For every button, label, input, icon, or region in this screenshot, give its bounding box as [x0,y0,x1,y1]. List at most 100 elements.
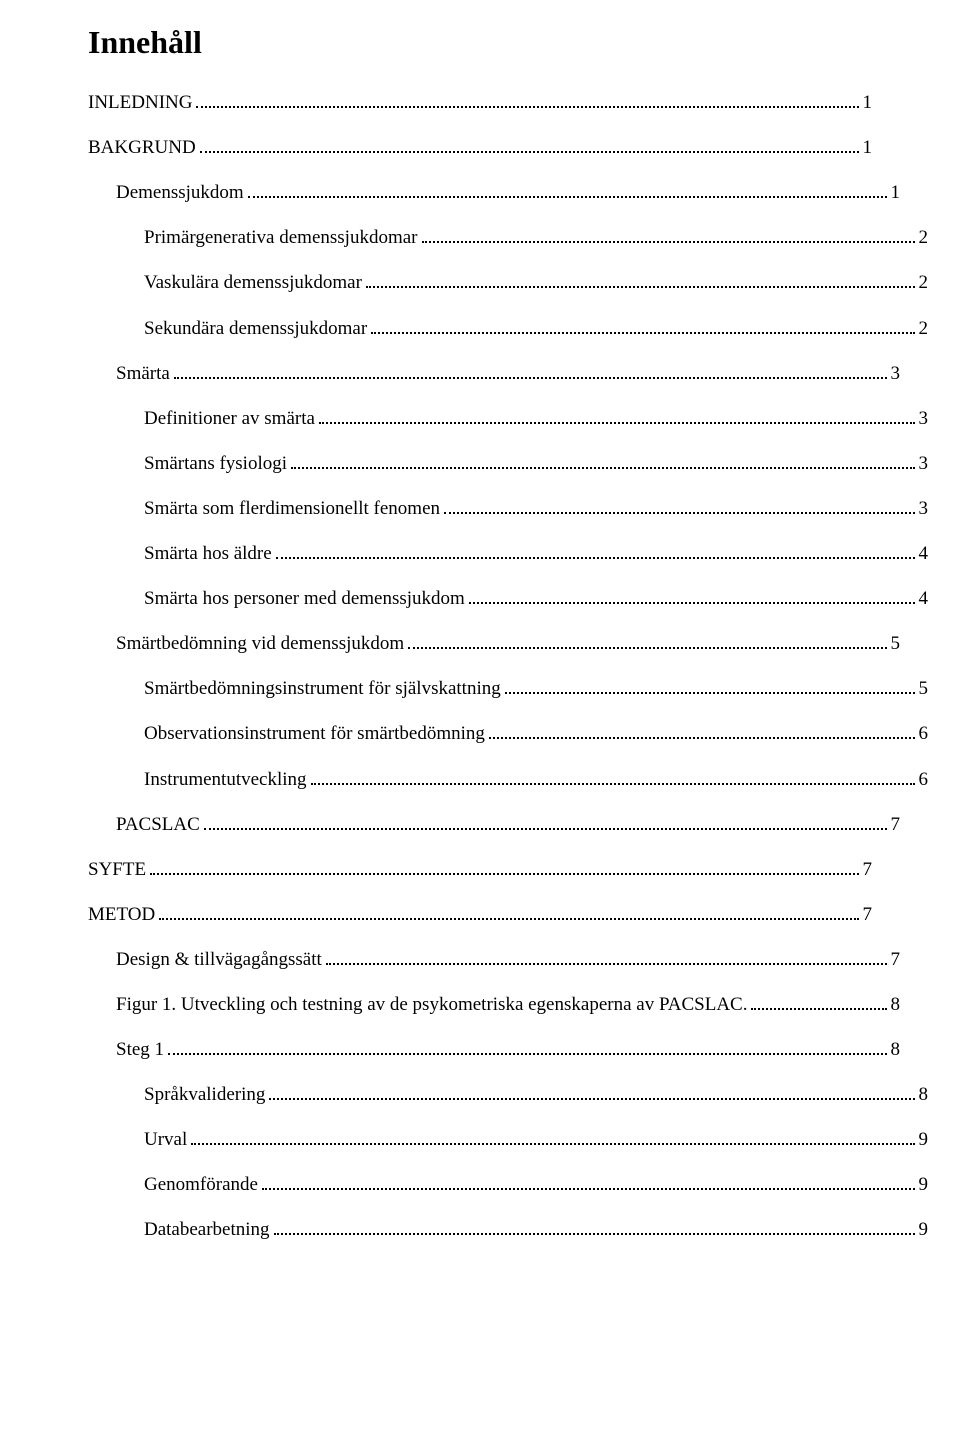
toc-leader-dots [276,540,915,559]
toc-entry-label: PACSLAC [116,814,200,836]
toc-entry-page: 9 [919,1219,929,1241]
toc-entry: Figur 1. Utveckling och testning av de p… [88,991,900,1016]
toc-leader-dots [489,720,915,739]
toc-entry-label: Vaskulära demenssjukdomar [144,272,362,294]
toc-entry-page: 3 [891,363,901,385]
toc-entry: Instrumentutveckling 6 [88,765,928,790]
toc-entry-label: Figur 1. Utveckling och testning av de p… [116,994,747,1016]
toc-entry: BAKGRUND 1 [88,134,872,159]
toc-entry-label: Demenssjukdom [116,182,244,204]
toc-entry: Databearbetning 9 [88,1216,928,1241]
toc-entry-label: Smärta hos personer med demenssjukdom [144,588,465,610]
toc-leader-dots [326,946,887,965]
toc-leader-dots [168,1036,886,1055]
toc-entry-label: Smärta [116,363,170,385]
toc-entry: Steg 1 8 [88,1036,900,1061]
toc-leader-dots [204,811,887,830]
toc-entry-label: Smärtans fysiologi [144,453,287,475]
toc-entry-label: Urval [144,1129,187,1151]
toc-entry-page: 1 [863,92,873,114]
toc-entry-page: 2 [919,318,929,340]
toc-entry-label: Smärta hos äldre [144,543,272,565]
toc-leader-dots [444,495,914,514]
toc-entry-page: 3 [919,498,929,520]
toc-leader-dots [274,1216,915,1235]
toc-entry-page: 1 [863,137,873,159]
toc-entry-page: 3 [919,408,929,430]
toc-entry: Smärtbedömning vid demenssjukdom5 [88,630,900,655]
toc-leader-dots [469,585,915,604]
toc-entry-label: METOD [88,904,155,926]
toc-entry-label: Instrumentutveckling [144,769,307,791]
toc-entry: Observationsinstrument för smärtbedömnin… [88,720,928,745]
toc-leader-dots [159,901,858,920]
toc-leader-dots [200,134,859,153]
toc-entry-page: 8 [891,994,901,1016]
toc-entry: METOD 7 [88,901,872,926]
toc-leader-dots [751,991,886,1010]
toc-entry-label: BAKGRUND [88,137,196,159]
toc-entry: Demenssjukdom 1 [88,179,900,204]
toc-entry: Smärta som flerdimensionellt fenomen 3 [88,495,928,520]
toc-entry-page: 6 [919,723,929,745]
toc-entry-page: 6 [919,769,929,791]
toc-leader-dots [191,1126,914,1145]
toc-entry-page: 9 [919,1174,929,1196]
toc-leader-dots [248,179,887,198]
toc-leader-dots [291,450,914,469]
toc-leader-dots [422,224,915,243]
toc-entry: Språkvalidering 8 [88,1081,928,1106]
toc-entry-label: Smärta som flerdimensionellt fenomen [144,498,440,520]
toc-leader-dots [196,89,858,108]
toc-entry-label: Språkvalidering [144,1084,265,1106]
toc-entry-label: Design & tillvägagångssätt [116,949,322,971]
toc-entry-label: Genomförande [144,1174,258,1196]
toc-entry-label: Smärtbedömning vid demenssjukdom [116,633,404,655]
toc-leader-dots [174,360,887,379]
toc-leader-dots [366,269,915,288]
toc-title: Innehåll [88,24,872,61]
toc-leader-dots [505,675,915,694]
toc-entry: Smärta hos äldre 4 [88,540,928,565]
toc-entry-label: Databearbetning [144,1219,270,1241]
toc-entry: Smärtbedömningsinstrument för självskatt… [88,675,928,700]
toc-leader-dots [262,1171,915,1190]
toc-entry-page: 7 [863,904,873,926]
toc-entry-label: Primärgenerativa demenssjukdomar [144,227,418,249]
toc-entry-page: 7 [891,949,901,971]
toc-leader-dots [269,1081,914,1100]
toc-entry-label: SYFTE [88,859,146,881]
toc-list: INLEDNING1BAKGRUND1Demenssjukdom1Primärg… [88,89,872,1241]
toc-entry: Urval9 [88,1126,928,1151]
toc-entry-label: Sekundära demenssjukdomar [144,318,367,340]
toc-entry-page: 1 [891,182,901,204]
toc-entry-label: Observationsinstrument för smärtbedömnin… [144,723,485,745]
toc-entry: Smärta hos personer med demenssjukdom 4 [88,585,928,610]
toc-entry-page: 3 [919,453,929,475]
toc-entry: Sekundära demenssjukdomar 2 [88,314,928,339]
toc-leader-dots [150,856,858,875]
toc-entry-page: 8 [919,1084,929,1106]
toc-entry-page: 8 [891,1039,901,1061]
toc-leader-dots [319,405,915,424]
toc-entry: Design & tillvägagångssätt 7 [88,946,900,971]
toc-entry-label: Steg 1 [116,1039,164,1061]
toc-entry: INLEDNING 1 [88,89,872,114]
page: Innehåll INLEDNING1BAKGRUND1Demenssjukdo… [0,0,960,1450]
toc-entry-page: 7 [863,859,873,881]
toc-leader-dots [311,765,915,784]
toc-leader-dots [371,314,914,333]
toc-entry-page: 4 [919,588,929,610]
toc-entry-page: 7 [891,814,901,836]
toc-entry-page: 4 [919,543,929,565]
toc-entry-label: INLEDNING [88,92,192,114]
toc-entry-page: 2 [919,227,929,249]
toc-entry: Definitioner av smärta3 [88,405,928,430]
toc-entry-page: 5 [919,678,929,700]
toc-entry: Vaskulära demenssjukdomar2 [88,269,928,294]
toc-entry: Smärta 3 [88,360,900,385]
toc-entry-label: Smärtbedömningsinstrument för självskatt… [144,678,501,700]
toc-entry: Smärtans fysiologi 3 [88,450,928,475]
toc-entry: PACSLAC 7 [88,811,900,836]
toc-entry: SYFTE 7 [88,856,872,881]
